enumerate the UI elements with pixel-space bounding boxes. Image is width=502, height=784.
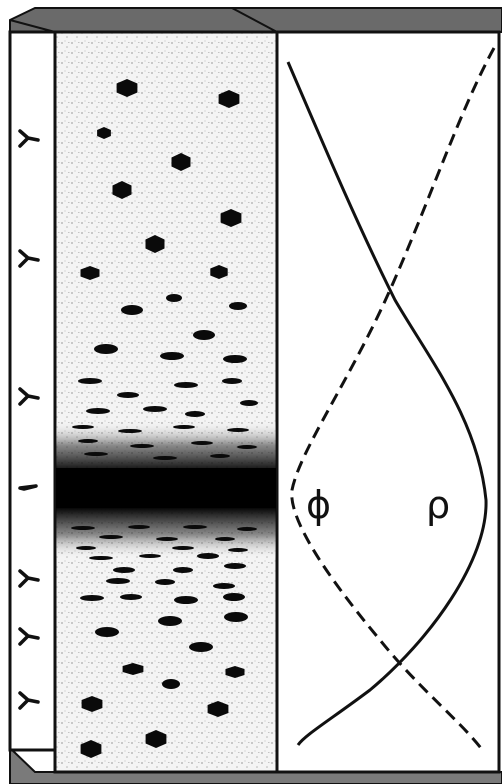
particle-icon bbox=[130, 444, 154, 448]
particle-icon bbox=[224, 612, 248, 622]
particle-icon bbox=[81, 696, 103, 712]
particle-icon bbox=[223, 593, 245, 601]
particle-icon bbox=[173, 567, 193, 573]
particle-icon bbox=[166, 294, 182, 302]
particle-icon bbox=[118, 429, 142, 433]
particle-icon bbox=[95, 627, 119, 637]
particle-icon bbox=[128, 525, 150, 529]
particle-icon bbox=[191, 441, 213, 445]
box-bottom-face bbox=[9, 745, 502, 784]
particle-icon bbox=[173, 425, 195, 429]
particle-icon bbox=[160, 352, 184, 360]
y-shaped-fiber-icon bbox=[18, 387, 40, 406]
particle-icon bbox=[224, 563, 246, 569]
particle-icon bbox=[222, 378, 242, 384]
particle-icon bbox=[174, 382, 198, 388]
particle-icon bbox=[78, 378, 102, 384]
particle-icon bbox=[86, 408, 110, 414]
particle-icon bbox=[193, 330, 215, 340]
particle-icon bbox=[106, 578, 130, 584]
particle-icon bbox=[116, 79, 138, 97]
particle-icon bbox=[213, 583, 235, 589]
particle-icon bbox=[223, 355, 247, 363]
particle-icon bbox=[162, 679, 180, 689]
particle-icon bbox=[112, 181, 132, 199]
particle-icon bbox=[113, 567, 135, 573]
particle-icon bbox=[117, 392, 139, 398]
particle-icon bbox=[158, 616, 182, 626]
particle-icon bbox=[228, 548, 248, 552]
particle-icon bbox=[145, 235, 165, 253]
particle-icon bbox=[121, 305, 143, 315]
particle-icon bbox=[183, 525, 207, 529]
particle-icon bbox=[145, 730, 167, 748]
particle-icon bbox=[120, 594, 142, 600]
side-panel bbox=[8, 30, 57, 752]
y-shaped-fiber-icon bbox=[18, 627, 40, 646]
particle-icon bbox=[153, 456, 177, 460]
particle-icon bbox=[197, 553, 219, 559]
rho-label: ρ bbox=[426, 483, 450, 527]
side-markers bbox=[18, 129, 40, 710]
particle-icon bbox=[72, 425, 94, 429]
particles bbox=[71, 79, 258, 758]
particle-icon bbox=[215, 537, 235, 541]
particle-icon bbox=[229, 302, 247, 310]
particle-icon bbox=[84, 452, 108, 456]
particle-icon bbox=[76, 546, 96, 550]
particle-icon bbox=[94, 344, 118, 354]
particle-icon bbox=[185, 411, 205, 417]
particle-icon bbox=[97, 127, 111, 139]
particle-icon bbox=[207, 701, 229, 717]
profile-panel bbox=[275, 30, 501, 774]
particle-icon bbox=[143, 406, 167, 412]
particle-icon bbox=[218, 90, 240, 108]
particle-icon bbox=[174, 596, 198, 604]
y-shaped-fiber-icon bbox=[18, 249, 40, 268]
particle-icon bbox=[225, 666, 245, 678]
particle-column bbox=[53, 30, 279, 774]
particle-icon bbox=[139, 554, 161, 558]
particle-icon bbox=[237, 445, 257, 449]
particle-icon bbox=[172, 546, 194, 550]
particle-icon bbox=[156, 537, 178, 541]
rho-curve bbox=[286, 61, 488, 746]
particle-icon bbox=[71, 526, 95, 530]
particle-icon bbox=[80, 266, 100, 280]
phi-label: ϕ bbox=[306, 483, 331, 527]
particle-icon bbox=[99, 535, 123, 539]
y-shaped-fiber-icon bbox=[18, 691, 40, 710]
y-shaped-fiber-icon bbox=[18, 129, 40, 148]
particle-icon bbox=[80, 595, 104, 601]
dense-band-core bbox=[56, 468, 276, 508]
particle-icon bbox=[237, 527, 257, 531]
particle-icon bbox=[189, 642, 213, 652]
particle-icon bbox=[210, 265, 228, 279]
particle-icon bbox=[78, 439, 98, 443]
particle-icon bbox=[210, 454, 230, 458]
particle-icon bbox=[89, 556, 113, 560]
y-shaped-fiber-icon bbox=[18, 484, 38, 491]
particle-icon bbox=[171, 153, 191, 171]
particle-icon bbox=[122, 663, 144, 675]
particle-icon bbox=[227, 428, 249, 432]
particle-icon bbox=[220, 209, 242, 227]
particle-icon bbox=[80, 740, 102, 758]
particle-icon bbox=[240, 400, 258, 406]
y-shaped-fiber-icon bbox=[18, 569, 40, 588]
particle-icon bbox=[155, 579, 175, 585]
